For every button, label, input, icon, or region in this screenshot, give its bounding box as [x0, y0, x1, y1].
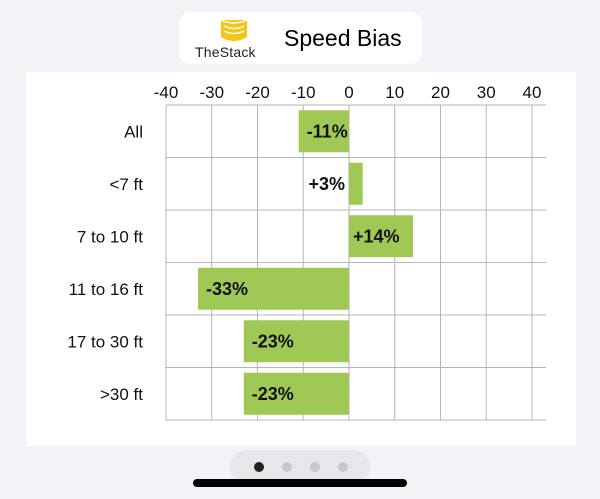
x-tick-label: 0	[344, 83, 353, 102]
category-label: >30 ft	[100, 385, 143, 404]
x-tick-label: -40	[154, 83, 179, 102]
category-label: 17 to 30 ft	[67, 332, 143, 351]
data-label: -11%	[307, 121, 348, 141]
bar	[198, 267, 349, 310]
category-label: All	[124, 122, 143, 141]
bar	[349, 162, 363, 205]
x-tick-label: -30	[199, 83, 224, 102]
bar	[298, 110, 349, 153]
data-label: -23%	[252, 384, 294, 404]
page-indicator[interactable]	[230, 450, 370, 484]
home-indicator[interactable]	[193, 479, 407, 487]
brand-name: TheStack	[195, 44, 256, 60]
bar	[243, 372, 349, 415]
speed-bias-chart: -40 -30 -20 -10 0 10 20 30 40 All -11% <7 ft +3% 7 to…	[67, 83, 546, 421]
data-label: +3%	[308, 174, 345, 194]
x-tick-label: 30	[477, 83, 496, 102]
x-tick-label: -20	[245, 83, 270, 102]
category-label: 7 to 10 ft	[77, 227, 143, 246]
chart-title-card: TheStack Speed Bias	[179, 12, 422, 64]
category-label: <7 ft	[109, 175, 143, 194]
data-label: -23%	[252, 331, 294, 351]
stacked-coins-icon	[220, 19, 248, 41]
page-dot[interactable]	[282, 462, 292, 472]
x-tick-label: 20	[431, 83, 450, 102]
x-tick-label: 40	[523, 83, 542, 102]
category-label: 11 to 16 ft	[69, 280, 144, 299]
page-dot[interactable]	[310, 462, 320, 472]
x-tick-label: -10	[291, 83, 316, 102]
bar	[349, 215, 414, 258]
page-dot[interactable]	[254, 462, 264, 472]
page-title: Speed Bias	[284, 25, 402, 51]
data-label: +14%	[353, 226, 400, 246]
x-tick-label: 10	[385, 83, 404, 102]
data-label: -33%	[206, 279, 248, 299]
chart-panel: -40 -30 -20 -10 0 10 20 30 40 All -11% <7 ft +3% 7 to…	[26, 72, 576, 446]
page-dot[interactable]	[338, 462, 348, 472]
bar	[243, 320, 349, 363]
